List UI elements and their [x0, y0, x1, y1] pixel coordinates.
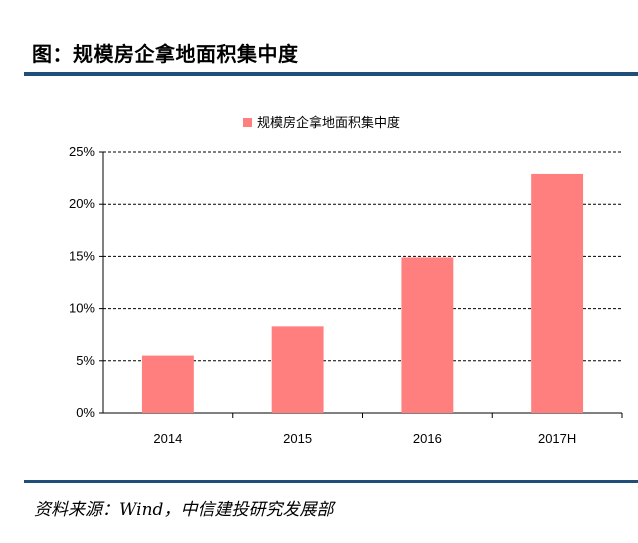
x-tick-label: 2016 — [413, 431, 442, 446]
figure-title: 图：规模房企拿地面积集中度 — [32, 42, 299, 66]
source-note: 资料来源：Wind，中信建投研究发展部 — [34, 500, 334, 520]
x-tick-label: 2014 — [153, 431, 182, 446]
bar-2014 — [141, 355, 194, 413]
chart-legend: 规模房企拿地面积集中度 — [243, 115, 400, 131]
x-tick-label: 2015 — [283, 431, 312, 446]
y-tick-label: 25% — [69, 144, 95, 159]
title-divider — [24, 72, 638, 76]
y-tick-label: 5% — [76, 353, 95, 368]
source-divider — [24, 480, 638, 483]
y-tick-label: 10% — [69, 301, 95, 316]
y-tick-label: 0% — [76, 405, 95, 420]
bar-2015 — [271, 326, 324, 413]
legend-swatch — [243, 118, 252, 127]
x-tick-label: 2017H — [538, 431, 576, 446]
bar-2016 — [401, 257, 454, 413]
y-tick-label: 15% — [69, 248, 95, 263]
legend-label: 规模房企拿地面积集中度 — [257, 115, 400, 131]
y-tick-label: 20% — [69, 196, 95, 211]
bar-2017H — [531, 173, 584, 413]
